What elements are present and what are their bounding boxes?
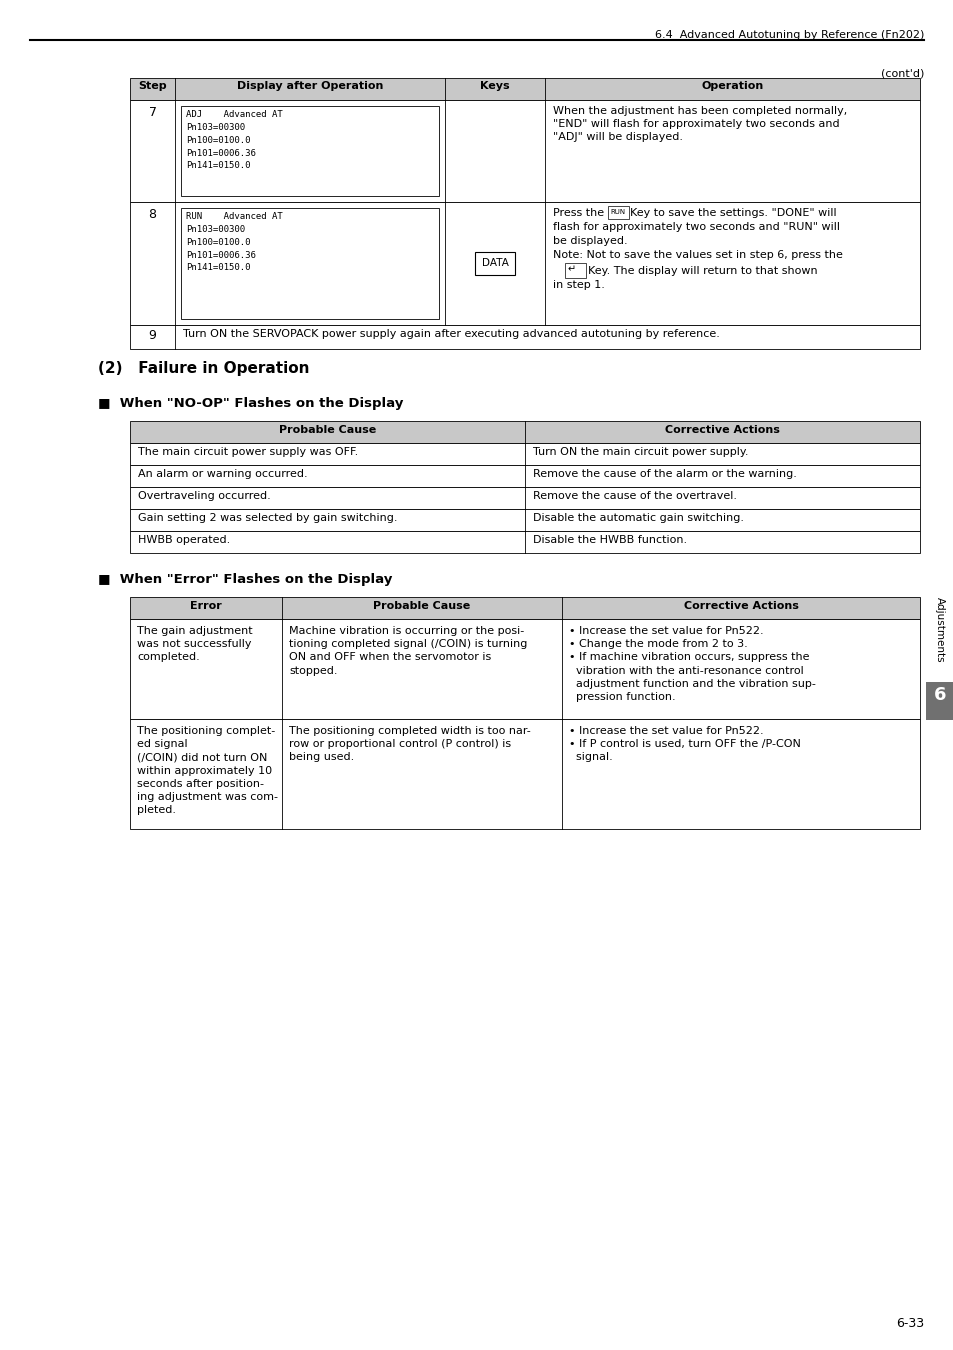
Text: ■  When "Error" Flashes on the Display: ■ When "Error" Flashes on the Display (98, 572, 392, 586)
Text: 8: 8 (149, 208, 156, 221)
Text: When the adjustment has been completed normally,
"END" will flash for approximat: When the adjustment has been completed n… (553, 107, 846, 142)
Bar (130, 325, 919, 350)
Bar (130, 78, 919, 100)
Text: DATA: DATA (481, 258, 508, 267)
Text: Key to save the settings. "DONE" will: Key to save the settings. "DONE" will (629, 208, 836, 217)
Text: Disable the automatic gain switching.: Disable the automatic gain switching. (533, 513, 743, 522)
Text: 6.4  Advanced Autotuning by Reference (Fn202): 6.4 Advanced Autotuning by Reference (Fn… (654, 30, 923, 40)
Bar (130, 100, 919, 202)
Bar (607, 207, 628, 219)
Text: be displayed.: be displayed. (553, 236, 627, 246)
Bar (925, 682, 953, 720)
Text: An alarm or warning occurred.: An alarm or warning occurred. (138, 468, 307, 479)
Text: Press the: Press the (553, 208, 603, 217)
Text: Remove the cause of the alarm or the warning.: Remove the cause of the alarm or the war… (533, 468, 796, 479)
Text: Display after Operation: Display after Operation (236, 81, 383, 90)
Text: Key. The display will return to that shown: Key. The display will return to that sho… (587, 266, 817, 275)
Text: • Increase the set value for Pn522.
• If P control is used, turn OFF the /P-CON
: • Increase the set value for Pn522. • If… (568, 726, 800, 763)
Text: The gain adjustment
was not successfully
completed.: The gain adjustment was not successfully… (137, 626, 253, 663)
Text: (2)   Failure in Operation: (2) Failure in Operation (98, 360, 309, 377)
Bar (130, 720, 919, 829)
Text: Gain setting 2 was selected by gain switching.: Gain setting 2 was selected by gain swit… (138, 513, 397, 522)
Bar (181, 107, 438, 196)
Bar (130, 443, 919, 464)
Bar (130, 597, 919, 620)
Text: ADJ    Advanced AT
Pn103=00300
Pn100=0100.0
Pn101=0006.36
Pn141=0150.0: ADJ Advanced AT Pn103=00300 Pn100=0100.0… (186, 109, 282, 170)
Text: Step: Step (138, 81, 167, 90)
Text: The positioning complet-
ed signal
(/COIN) did not turn ON
within approximately : The positioning complet- ed signal (/COI… (137, 726, 277, 815)
Text: Corrective Actions: Corrective Actions (683, 601, 798, 612)
Text: • Increase the set value for Pn522.
• Change the mode from 2 to 3.
• If machine : • Increase the set value for Pn522. • Ch… (568, 626, 815, 702)
Text: RUN    Advanced AT
Pn103=00300
Pn100=0100.0
Pn101=0006.36
Pn141=0150.0: RUN Advanced AT Pn103=00300 Pn100=0100.0… (186, 212, 282, 273)
Bar (130, 421, 919, 443)
Text: Note: Not to save the values set in step 6, press the: Note: Not to save the values set in step… (553, 250, 842, 261)
Bar (130, 202, 919, 325)
Text: RUN: RUN (609, 209, 624, 215)
Text: Adjustments: Adjustments (934, 597, 944, 663)
Text: 6-33: 6-33 (895, 1318, 923, 1330)
Bar (564, 263, 585, 278)
Text: flash for approximately two seconds and "RUN" will: flash for approximately two seconds and … (553, 221, 840, 232)
Text: 7: 7 (149, 107, 156, 119)
Bar (130, 509, 919, 531)
Text: HWBB operated.: HWBB operated. (138, 535, 230, 545)
Text: Error: Error (190, 601, 222, 612)
Text: The positioning completed width is too nar-
row or proportional control (P contr: The positioning completed width is too n… (289, 726, 530, 763)
Text: Corrective Actions: Corrective Actions (664, 425, 780, 435)
Text: Probable Cause: Probable Cause (278, 425, 375, 435)
Text: 6: 6 (933, 686, 945, 703)
Text: (cont'd): (cont'd) (880, 68, 923, 78)
Text: Turn ON the main circuit power supply.: Turn ON the main circuit power supply. (533, 447, 748, 458)
Text: Operation: Operation (700, 81, 762, 90)
Bar (181, 208, 438, 319)
Text: Keys: Keys (479, 81, 509, 90)
Text: ■  When "NO-OP" Flashes on the Display: ■ When "NO-OP" Flashes on the Display (98, 397, 403, 410)
Text: ↵: ↵ (567, 265, 576, 274)
Bar (130, 464, 919, 487)
Text: Probable Cause: Probable Cause (373, 601, 470, 612)
Text: Disable the HWBB function.: Disable the HWBB function. (533, 535, 686, 545)
Text: The main circuit power supply was OFF.: The main circuit power supply was OFF. (138, 447, 358, 458)
Text: Remove the cause of the overtravel.: Remove the cause of the overtravel. (533, 491, 737, 501)
Text: Machine vibration is occurring or the posi-
tioning completed signal (/COIN) is : Machine vibration is occurring or the po… (289, 626, 527, 675)
Text: in step 1.: in step 1. (553, 279, 604, 290)
Bar (130, 531, 919, 554)
Bar (475, 252, 515, 274)
Text: Turn ON the SERVOPACK power supply again after executing advanced autotuning by : Turn ON the SERVOPACK power supply again… (183, 329, 720, 339)
Bar (130, 620, 919, 720)
Text: Overtraveling occurred.: Overtraveling occurred. (138, 491, 271, 501)
Text: 9: 9 (149, 329, 156, 342)
Bar (130, 487, 919, 509)
